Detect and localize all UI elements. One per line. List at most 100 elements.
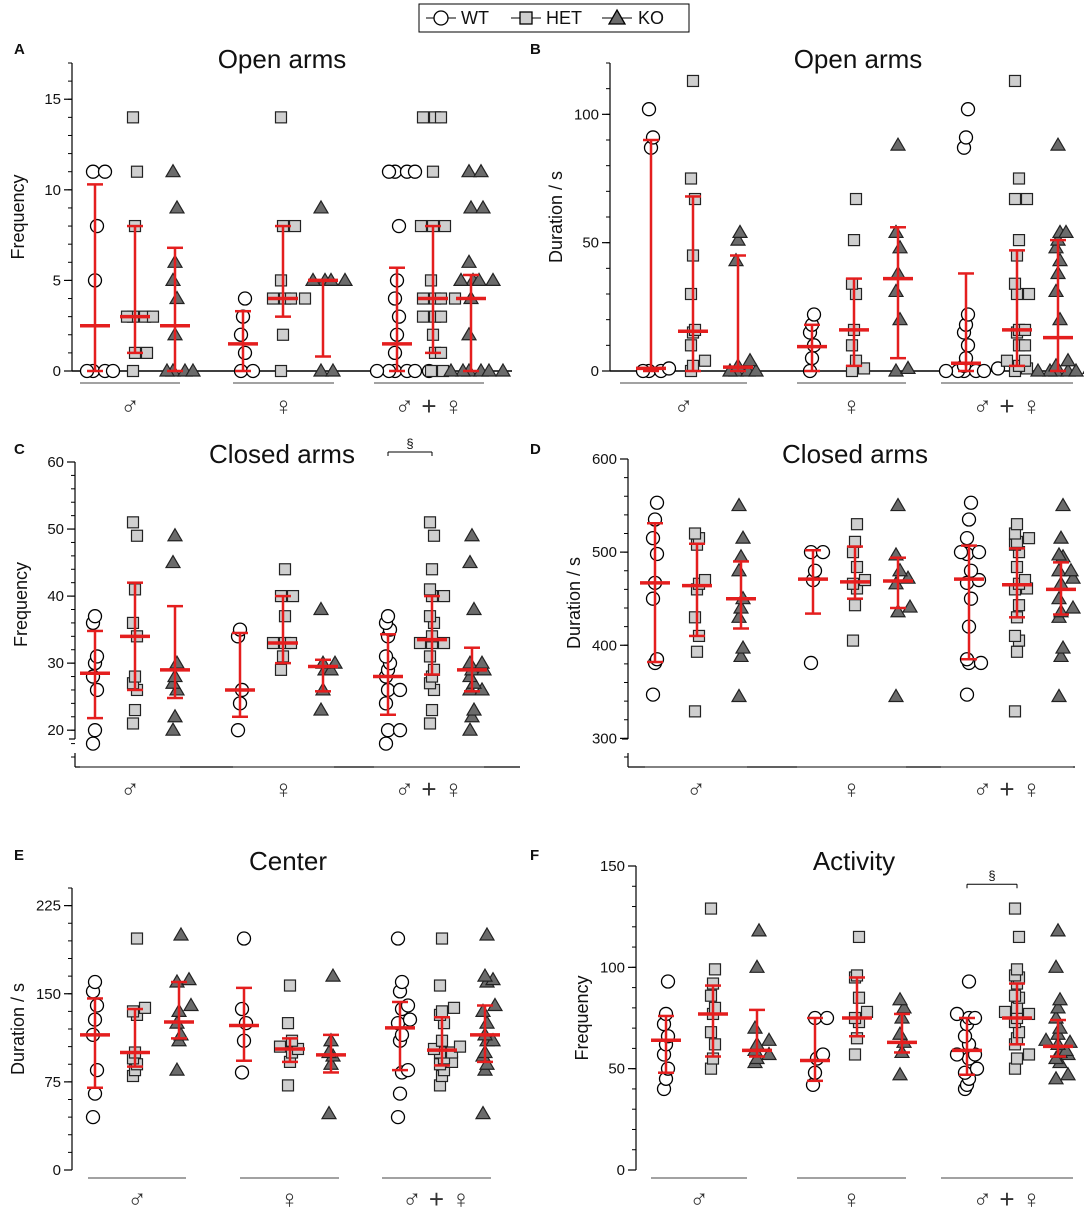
ko-point [1054, 639, 1072, 654]
het-point [425, 703, 439, 717]
ko-point [1050, 546, 1068, 561]
wt-point [960, 338, 976, 353]
het-point [698, 354, 712, 367]
chart-title: Closed arms [782, 439, 928, 469]
het-point [130, 529, 144, 542]
ko-point [1067, 362, 1084, 377]
group-label: ♂ [689, 1184, 709, 1211]
het-point [426, 165, 440, 178]
wt-point [641, 102, 657, 117]
het-point [1012, 599, 1026, 612]
het-point [1008, 192, 1022, 206]
y-axis-label: Frequency [572, 975, 592, 1060]
ko-point [460, 254, 478, 268]
ko-point [734, 529, 752, 544]
y-axis-label: Duration / s [564, 557, 584, 649]
het-point [846, 546, 860, 559]
group-label: ♂ + ♀ [973, 391, 1042, 421]
het-point [688, 611, 702, 624]
ko-point [1047, 283, 1065, 298]
tick-label: 15 [44, 91, 61, 108]
ko-point [1057, 224, 1075, 238]
wt-point [378, 736, 394, 751]
ko-point [168, 199, 186, 214]
ko-point [760, 1032, 778, 1046]
tick-label: 5 [53, 272, 61, 289]
het-point [708, 963, 722, 976]
het-point [425, 563, 439, 576]
het-point [126, 516, 140, 529]
ko-point [172, 1026, 190, 1041]
ko-point [465, 701, 483, 716]
panel-a-open-arms-frequency: A Open arms 0 5 10 15 Frequency ♂ ♀ ♂ + ♀ [8, 41, 512, 421]
het-point [852, 991, 866, 1004]
het-point [423, 583, 437, 596]
het-point [423, 610, 437, 623]
ko-point [891, 1026, 909, 1040]
wt-point [234, 1001, 250, 1017]
ko-point [164, 675, 182, 689]
tick-label: 225 [36, 898, 61, 915]
het-point [126, 1005, 140, 1018]
tick-label: 0 [53, 363, 61, 380]
y-axis-label: Frequency [11, 562, 31, 647]
wt-point [87, 974, 103, 990]
legend-frame [418, 3, 690, 33]
group-label: ♀ [842, 774, 862, 804]
het-point [860, 1005, 874, 1019]
het-point [435, 932, 449, 945]
het-point [1022, 532, 1036, 545]
het-point [424, 274, 438, 287]
ko-point [442, 362, 460, 377]
ko-point [760, 1046, 778, 1061]
ko-point [889, 136, 907, 151]
wt-point [87, 723, 103, 738]
het-point [130, 165, 144, 178]
y-axis-label: Duration / s [546, 171, 566, 263]
wt-point [97, 164, 113, 179]
het-point [298, 292, 312, 305]
group-label: ♂ + ♀ [395, 774, 464, 804]
legend: WT HET KO [418, 3, 690, 33]
het-point [278, 610, 292, 623]
ko-point [1051, 311, 1069, 326]
group-label: ♂ [686, 774, 706, 804]
group-label: ♂ + ♀ [973, 1184, 1042, 1211]
het-point [1012, 930, 1026, 944]
het-point [704, 902, 718, 915]
ko-point [730, 609, 748, 623]
het-point [453, 1040, 467, 1053]
ko-point [1052, 648, 1070, 663]
het-point [1018, 354, 1032, 367]
wt-point [87, 1086, 103, 1101]
het-point [852, 930, 866, 944]
het-point [281, 1079, 295, 1092]
legend-ko-label: KO [638, 8, 664, 28]
het-point [273, 1040, 287, 1053]
wt-point [387, 345, 403, 361]
ko-point [899, 360, 917, 375]
het-point [704, 989, 718, 1002]
het-point [704, 1026, 718, 1039]
het-point [276, 328, 290, 341]
ko-point [730, 497, 748, 512]
het-point [846, 577, 860, 590]
ko-point [1050, 562, 1068, 577]
het-point [1012, 1026, 1026, 1039]
ko-point [463, 527, 481, 542]
ko-point [901, 598, 919, 613]
het-point [1018, 339, 1032, 352]
het-point [447, 1001, 461, 1014]
het-point [274, 663, 288, 676]
panel-letter: F [530, 847, 539, 864]
panel-letter: A [14, 41, 25, 58]
het-point [847, 234, 861, 247]
ko-point [320, 1105, 338, 1120]
het-point [126, 616, 140, 630]
chart-title: Center [249, 846, 327, 876]
het-point [850, 518, 864, 531]
ko-point [322, 661, 340, 676]
het-point [416, 111, 430, 124]
panel-e-center-duration: E Center 0 75 150 225 Duration / s ♂ ♀ ♂ + ♀ [8, 846, 504, 1211]
wt-point [85, 736, 101, 751]
